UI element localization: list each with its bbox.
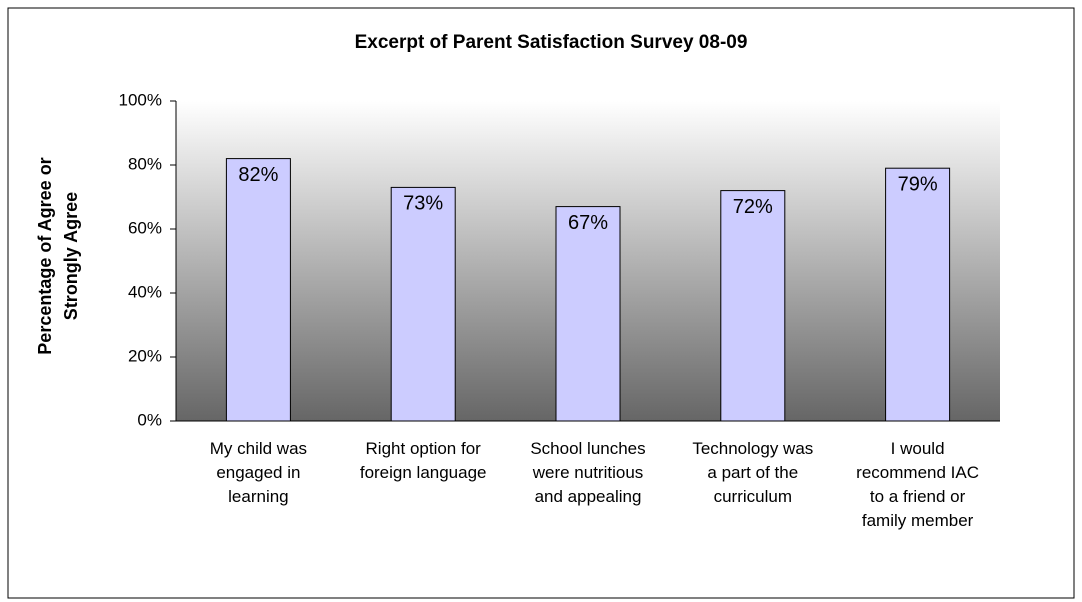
x-tick-label: Right option for foreign language	[359, 439, 487, 482]
bar	[390, 186, 456, 422]
y-axis-label: Percentage of Agree or Strongly Agree	[35, 157, 81, 355]
bar	[225, 158, 291, 422]
x-tick-label: School lunches were nutritious and appea…	[530, 439, 646, 506]
data-label: 82%	[238, 164, 278, 186]
bar	[555, 206, 621, 422]
data-label: 72%	[733, 196, 773, 218]
y-tick-label: 0%	[137, 410, 162, 429]
y-tick-label: 60%	[128, 218, 162, 237]
data-label: 79%	[898, 173, 938, 195]
y-tick-label: 80%	[128, 154, 162, 173]
x-tick-label: I would recommend IAC to a friend or fam…	[856, 439, 979, 530]
y-tick-label: 20%	[128, 346, 162, 365]
data-label: 73%	[403, 193, 443, 215]
x-tick-label: Technology was a part of the curriculum	[692, 439, 814, 506]
bar	[885, 167, 951, 422]
chart-title: Excerpt of Parent Satisfaction Survey 08…	[355, 32, 748, 53]
bar	[720, 190, 786, 422]
y-tick-label: 40%	[128, 282, 162, 301]
x-tick-label: My child was engaged in learning	[209, 439, 308, 506]
data-label: 67%	[568, 212, 608, 234]
y-tick-label: 100%	[119, 90, 162, 109]
